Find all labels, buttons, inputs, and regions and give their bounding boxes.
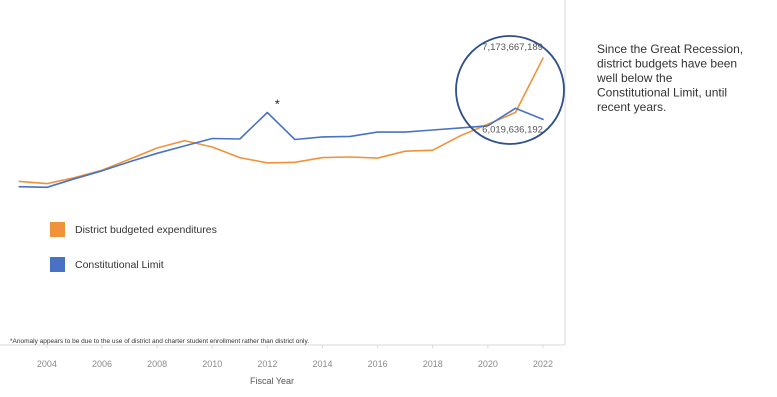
x-tick-label-2020: 2020 [478, 359, 498, 369]
x-tick-label-2012: 2012 [257, 359, 277, 369]
anomaly-marker: * [275, 97, 280, 112]
axes-group: 2004 2006 2008 2010 2012 2014 2016 2018 2020 2022… [0, 0, 566, 386]
legend-swatch-0 [50, 222, 65, 237]
x-tick-label-2018: 2018 [423, 359, 443, 369]
annotation-line-2: well below the [596, 71, 673, 85]
x-tick-label-2022: 2022 [533, 359, 553, 369]
data-label-1: 6,019,636,192 [482, 124, 543, 135]
annotation-line-0: Since the Great Recession, [597, 42, 743, 56]
series-line-0 [18, 57, 544, 185]
legend-group: District budgeted expenditures Constituti… [50, 222, 217, 272]
data-label-0: 7,173,667,189 [482, 42, 543, 53]
x-tick-label-2006: 2006 [92, 359, 112, 369]
annotation-line-3: Constitutional Limit, until [597, 86, 727, 100]
annotation-line-4: recent years. [597, 100, 666, 114]
labels-group: 7,173,667,189 6,019,636,192 * [275, 35, 565, 145]
callout-circle [455, 35, 565, 145]
legend-label-0: District budgeted expenditures [75, 224, 217, 236]
x-tick-label-2008: 2008 [147, 359, 167, 369]
series-group [18, 57, 544, 189]
x-axis-title: Fiscal Year [250, 376, 294, 386]
legend-swatch-1 [50, 257, 65, 272]
annotation-line-1: district budgets have been [597, 57, 737, 71]
footnote-text: *Anomaly appears to be due to the use of… [10, 338, 309, 345]
legend-label-1: Constitutional Limit [75, 259, 164, 271]
annotation-group: *Anomaly appears to be due to the use of… [10, 42, 743, 345]
x-tick-label-2014: 2014 [312, 359, 332, 369]
series-line-1 [18, 107, 544, 189]
x-tick-label-2016: 2016 [368, 359, 388, 369]
x-tick-label-2010: 2010 [202, 359, 222, 369]
x-tick-label-2004: 2004 [37, 359, 57, 369]
